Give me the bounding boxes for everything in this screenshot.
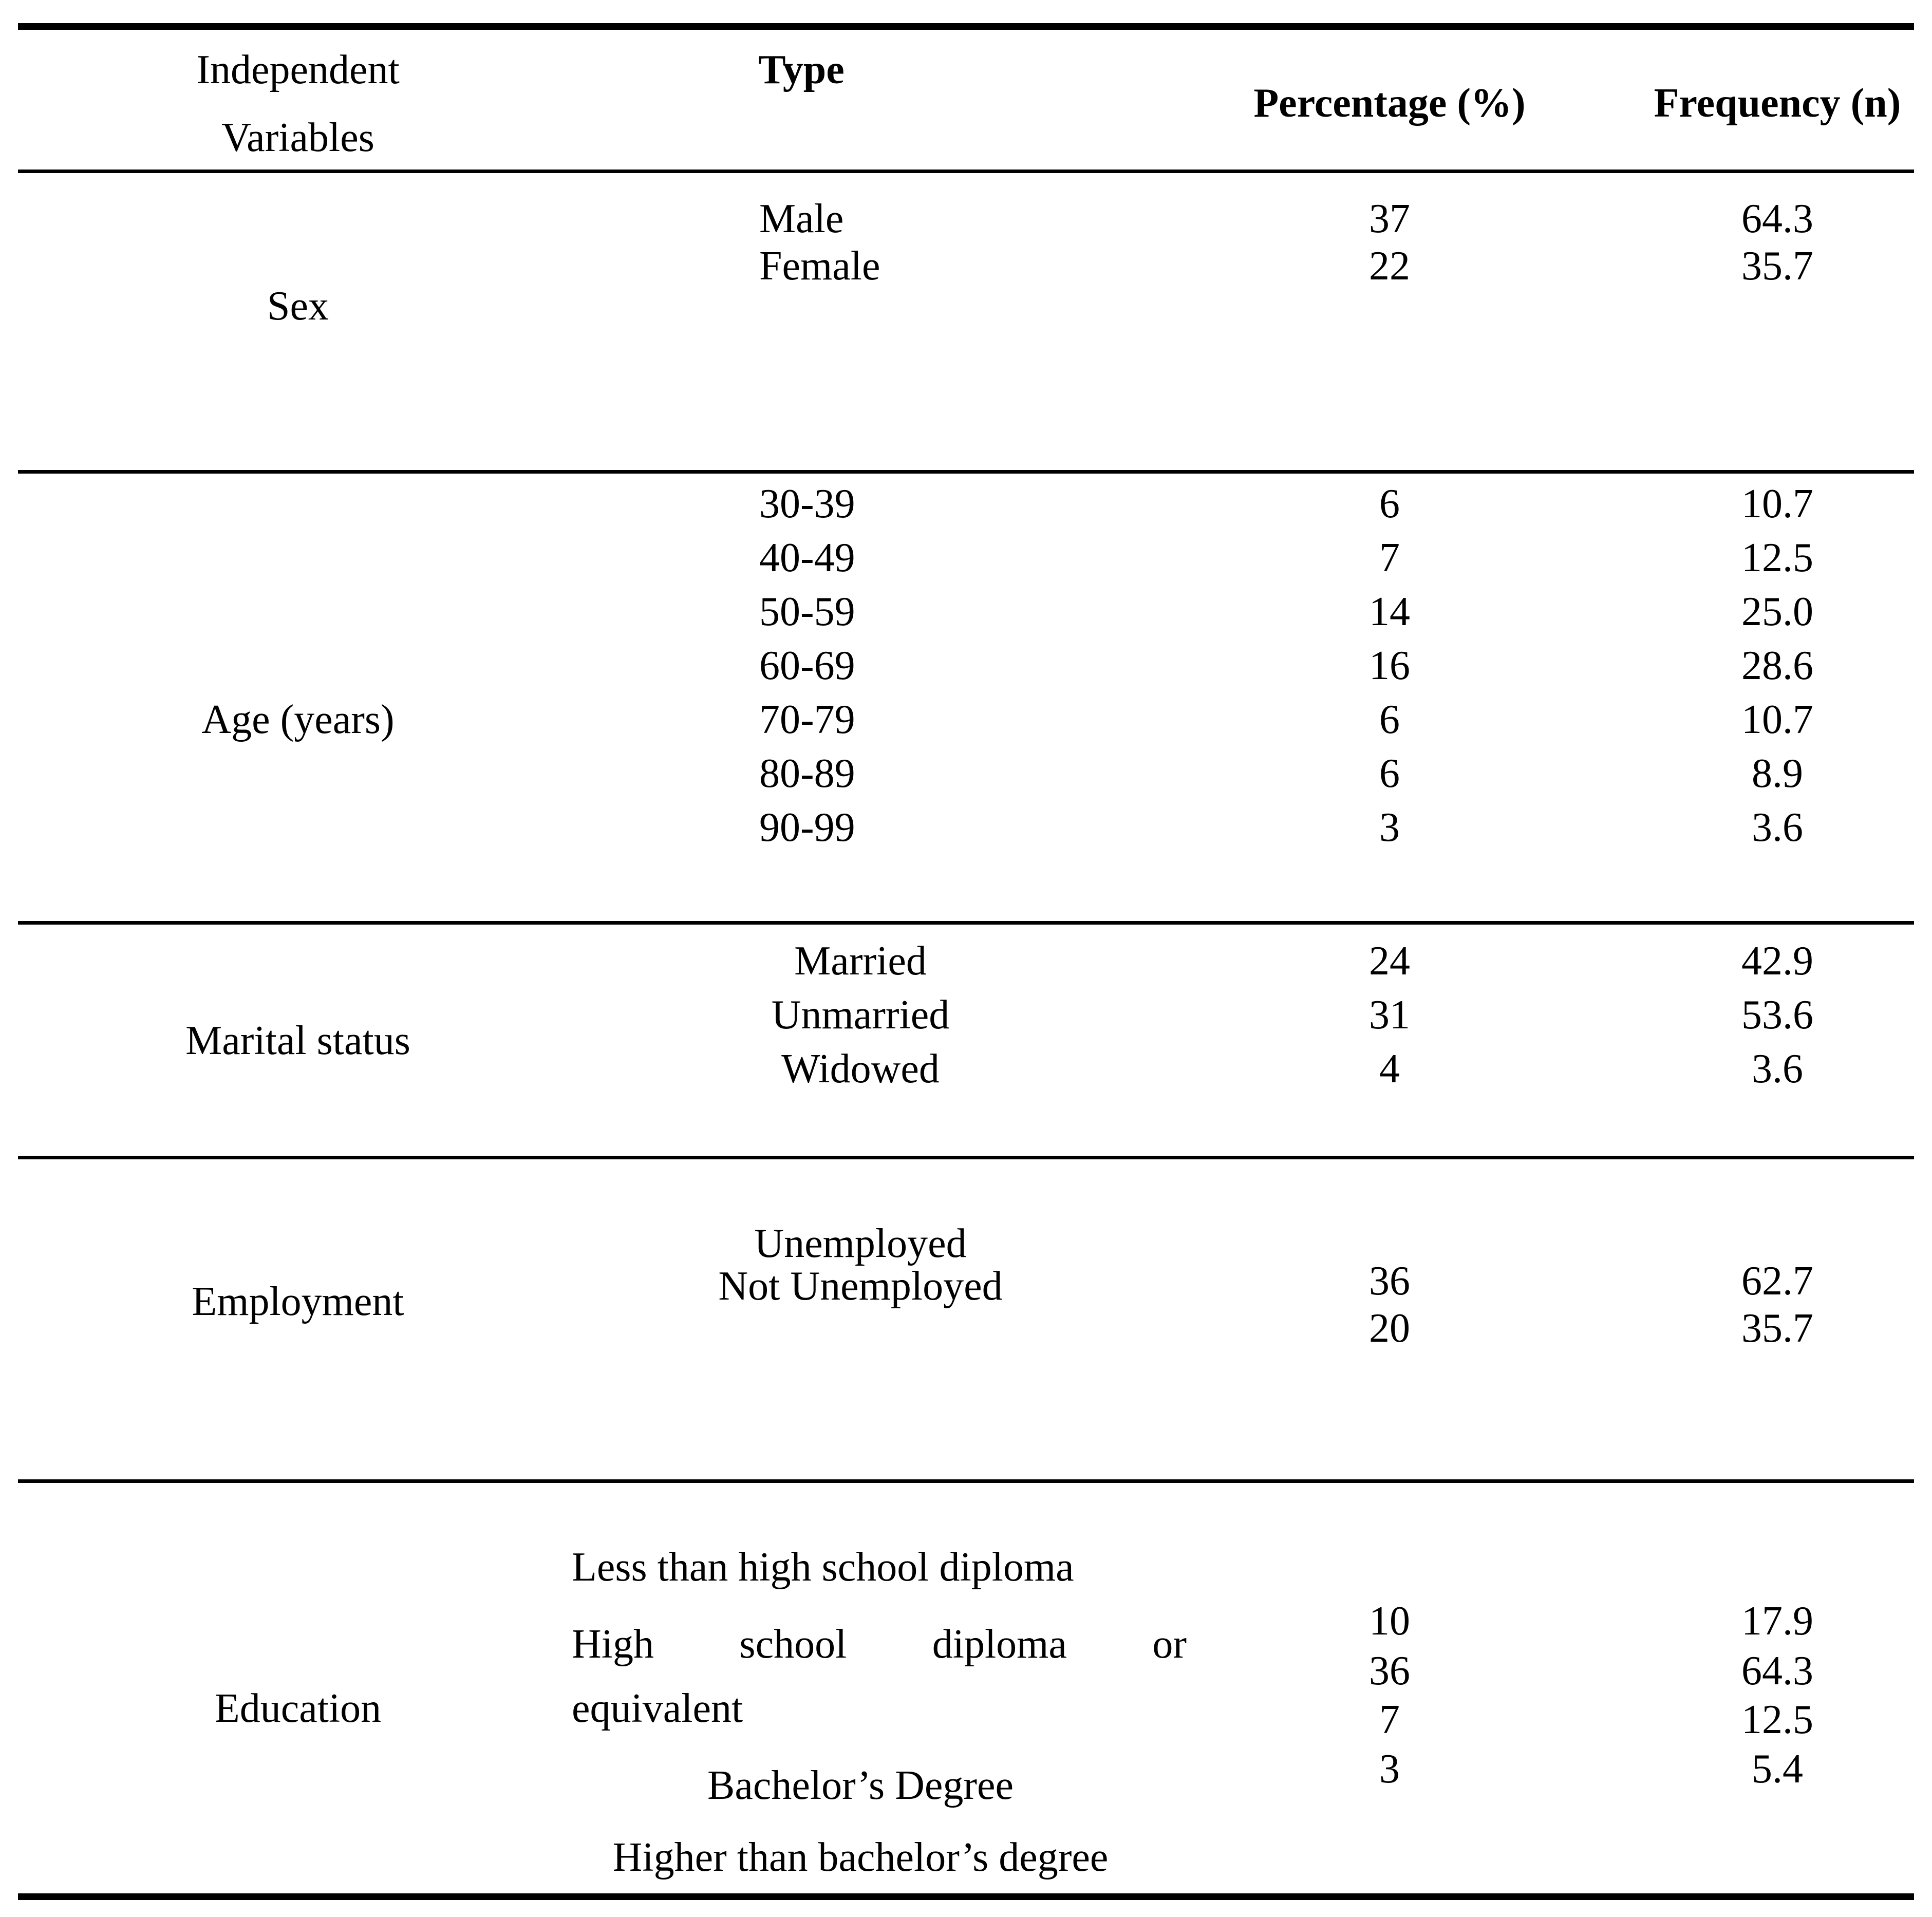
marital-widowed-type: Widowed xyxy=(781,1046,940,1092)
age-70-79-percentage: 6 xyxy=(1379,697,1400,742)
table-top-rule xyxy=(18,23,1914,30)
age-50-59-percentage: 14 xyxy=(1369,589,1410,634)
age-30-39-frequency: 10.7 xyxy=(1741,481,1813,527)
sex-male-percentage: 37 xyxy=(1369,196,1410,241)
education-row3-percentage: 3 xyxy=(1379,1746,1400,1792)
education-higher-bachelors-type: Higher than bachelor’s degree xyxy=(612,1835,1109,1880)
age-60-69-type: 60-69 xyxy=(759,643,855,688)
marital-married-type: Married xyxy=(794,938,927,984)
marital-widowed-frequency: 3.6 xyxy=(1752,1046,1803,1092)
age-60-69-frequency: 28.6 xyxy=(1741,643,1813,688)
age-90-99-percentage: 3 xyxy=(1379,805,1400,850)
marital-unmarried-percentage: 31 xyxy=(1369,992,1410,1038)
education-row1-percentage: 36 xyxy=(1369,1648,1410,1694)
age-40-49-percentage: 7 xyxy=(1379,535,1400,580)
age-70-79-type: 70-79 xyxy=(759,697,855,742)
marital-unmarried-type: Unmarried xyxy=(771,992,950,1038)
employment-section-bottom-rule xyxy=(18,1479,1914,1483)
employment-row2-frequency: 35.7 xyxy=(1741,1306,1813,1351)
age-30-39-percentage: 6 xyxy=(1379,481,1400,527)
education-variable-label: Education xyxy=(214,1686,382,1731)
age-90-99-type: 90-99 xyxy=(759,805,855,850)
age-variable-label: Age (years) xyxy=(201,697,395,742)
age-90-99-frequency: 3.6 xyxy=(1752,805,1803,850)
age-section-bottom-rule xyxy=(18,921,1914,925)
age-80-89-frequency: 8.9 xyxy=(1752,751,1803,796)
sex-female-percentage: 22 xyxy=(1369,243,1410,289)
education-row0-frequency: 17.9 xyxy=(1741,1599,1813,1644)
age-30-39-type: 30-39 xyxy=(759,481,855,527)
col-header-frequency: Frequency (n) xyxy=(1654,81,1901,126)
age-40-49-type: 40-49 xyxy=(759,535,855,580)
table-bottom-rule xyxy=(18,1893,1914,1900)
age-80-89-percentage: 6 xyxy=(1379,751,1400,796)
education-bachelors-type: Bachelor’s Degree xyxy=(707,1763,1014,1808)
employment-row1-frequency: 62.7 xyxy=(1741,1258,1813,1304)
age-50-59-type: 50-59 xyxy=(759,589,855,634)
marital-widowed-percentage: 4 xyxy=(1379,1046,1400,1092)
marital-variable-label: Marital status xyxy=(185,1018,410,1063)
employment-unemployed-type: Unemployed xyxy=(754,1221,967,1266)
sex-female-frequency: 35.7 xyxy=(1741,243,1813,289)
age-80-89-type: 80-89 xyxy=(759,751,855,796)
employment-row1-percentage: 36 xyxy=(1369,1258,1410,1304)
education-row0-percentage: 10 xyxy=(1369,1599,1410,1644)
marital-married-frequency: 42.9 xyxy=(1741,938,1813,984)
education-hs-diploma-type-line2: equivalent xyxy=(572,1686,743,1731)
col-header-type: Type xyxy=(758,47,845,92)
col-header-variables-line1: Independent xyxy=(196,47,400,92)
education-row2-frequency: 12.5 xyxy=(1741,1697,1813,1742)
col-header-variables-line2: Variables xyxy=(221,115,374,160)
marital-married-percentage: 24 xyxy=(1369,938,1410,984)
employment-row2-percentage: 20 xyxy=(1369,1306,1410,1351)
employment-variable-label: Employment xyxy=(192,1279,404,1324)
education-row3-frequency: 5.4 xyxy=(1752,1746,1803,1792)
marital-section-bottom-rule xyxy=(18,1156,1914,1159)
age-50-59-frequency: 25.0 xyxy=(1741,589,1813,634)
education-row2-percentage: 7 xyxy=(1379,1697,1400,1742)
sex-male-type: Male xyxy=(759,196,844,241)
sex-male-frequency: 64.3 xyxy=(1741,196,1813,241)
age-60-69-percentage: 16 xyxy=(1369,643,1410,688)
education-hs-diploma-type-line1: High school diploma or xyxy=(572,1622,1187,1667)
employment-not-unemployed-type: Not Unemployed xyxy=(718,1264,1003,1309)
education-row1-frequency: 64.3 xyxy=(1741,1648,1813,1694)
header-bottom-rule xyxy=(18,170,1914,173)
col-header-percentage: Percentage (%) xyxy=(1253,81,1526,126)
sex-section-bottom-rule xyxy=(18,470,1914,474)
marital-unmarried-frequency: 53.6 xyxy=(1741,992,1813,1038)
sex-female-type: Female xyxy=(759,243,880,289)
age-40-49-frequency: 12.5 xyxy=(1741,535,1813,580)
age-70-79-frequency: 10.7 xyxy=(1741,697,1813,742)
education-less-than-hs-type: Less than high school diploma xyxy=(572,1545,1074,1590)
sex-variable-label: Sex xyxy=(267,284,329,329)
